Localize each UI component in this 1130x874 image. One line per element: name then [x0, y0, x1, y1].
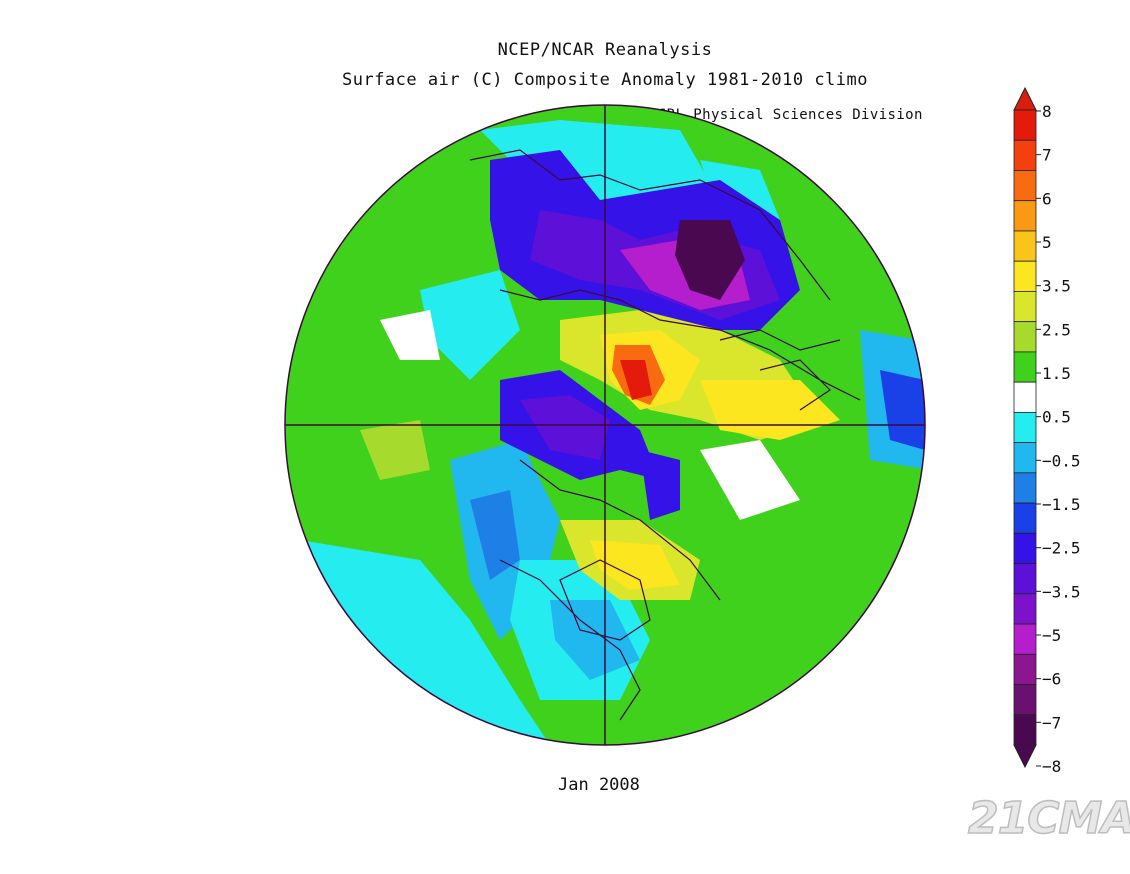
colorbar-tick-label: −6	[1042, 670, 1061, 689]
colorbar-swatch	[1013, 170, 1037, 202]
colorbar-swatch	[1013, 593, 1037, 625]
colorbar-tick-label: 0.5	[1042, 408, 1071, 427]
colorbar-swatch	[1013, 351, 1037, 383]
colorbar-swatch	[1013, 532, 1037, 564]
colorbar-under-arrow	[1013, 744, 1037, 769]
colorbar-swatch	[1013, 200, 1037, 232]
colorbar-tick-label: 8	[1042, 102, 1052, 121]
colorbar-swatch	[1013, 139, 1037, 171]
colorbar-tick-label: −3.5	[1042, 582, 1081, 601]
map-date: Jan 2008	[558, 775, 640, 795]
colorbar-over-arrow	[1013, 86, 1037, 111]
colorbar-swatch	[1013, 109, 1037, 141]
colorbar-swatch	[1013, 381, 1037, 413]
watermark-logo: 21CMA	[967, 792, 1130, 845]
colorbar-tick-label: −1.5	[1042, 495, 1081, 514]
colorbar-tick-label: 3.5	[1042, 277, 1071, 296]
colorbar-tick-label: 5	[1042, 233, 1052, 252]
colorbar-swatch	[1013, 291, 1037, 323]
map-title: NCEP/NCAR Reanalysis	[497, 40, 713, 60]
map-subtitle: Surface air (C) Composite Anomaly 1981-2…	[341, 70, 868, 90]
colorbar-swatch	[1013, 321, 1037, 353]
colorbar-tick-label: 1.5	[1042, 364, 1071, 383]
colorbar-tick-label: 6	[1042, 189, 1052, 208]
colorbar-swatch	[1013, 502, 1037, 534]
map-boundary	[284, 104, 926, 746]
colorbar-tick-label: 2.5	[1042, 320, 1071, 339]
colorbar-swatch	[1013, 472, 1037, 504]
colorbar-tick-label: −0.5	[1042, 451, 1081, 470]
colorbar-swatch	[1013, 684, 1037, 716]
colorbar-tick-label: 7	[1042, 146, 1052, 165]
colorbar-swatch	[1013, 714, 1037, 746]
colorbar-tick-label: −5	[1042, 626, 1061, 645]
colorbar-swatch	[1013, 411, 1037, 444]
colorbar-swatch	[1013, 442, 1037, 474]
colorbar-swatch	[1013, 563, 1037, 595]
colorbar-tick-label: −7	[1042, 713, 1061, 732]
colorbar-swatch	[1013, 260, 1037, 292]
coastlines	[469, 149, 861, 721]
colorbar-swatch	[1013, 230, 1037, 262]
colorbar-tick-label: −2.5	[1042, 539, 1081, 558]
colorbar-tick-label: −8	[1042, 757, 1061, 776]
colorbar-swatch	[1013, 653, 1037, 685]
colorbar-swatch	[1013, 623, 1037, 655]
